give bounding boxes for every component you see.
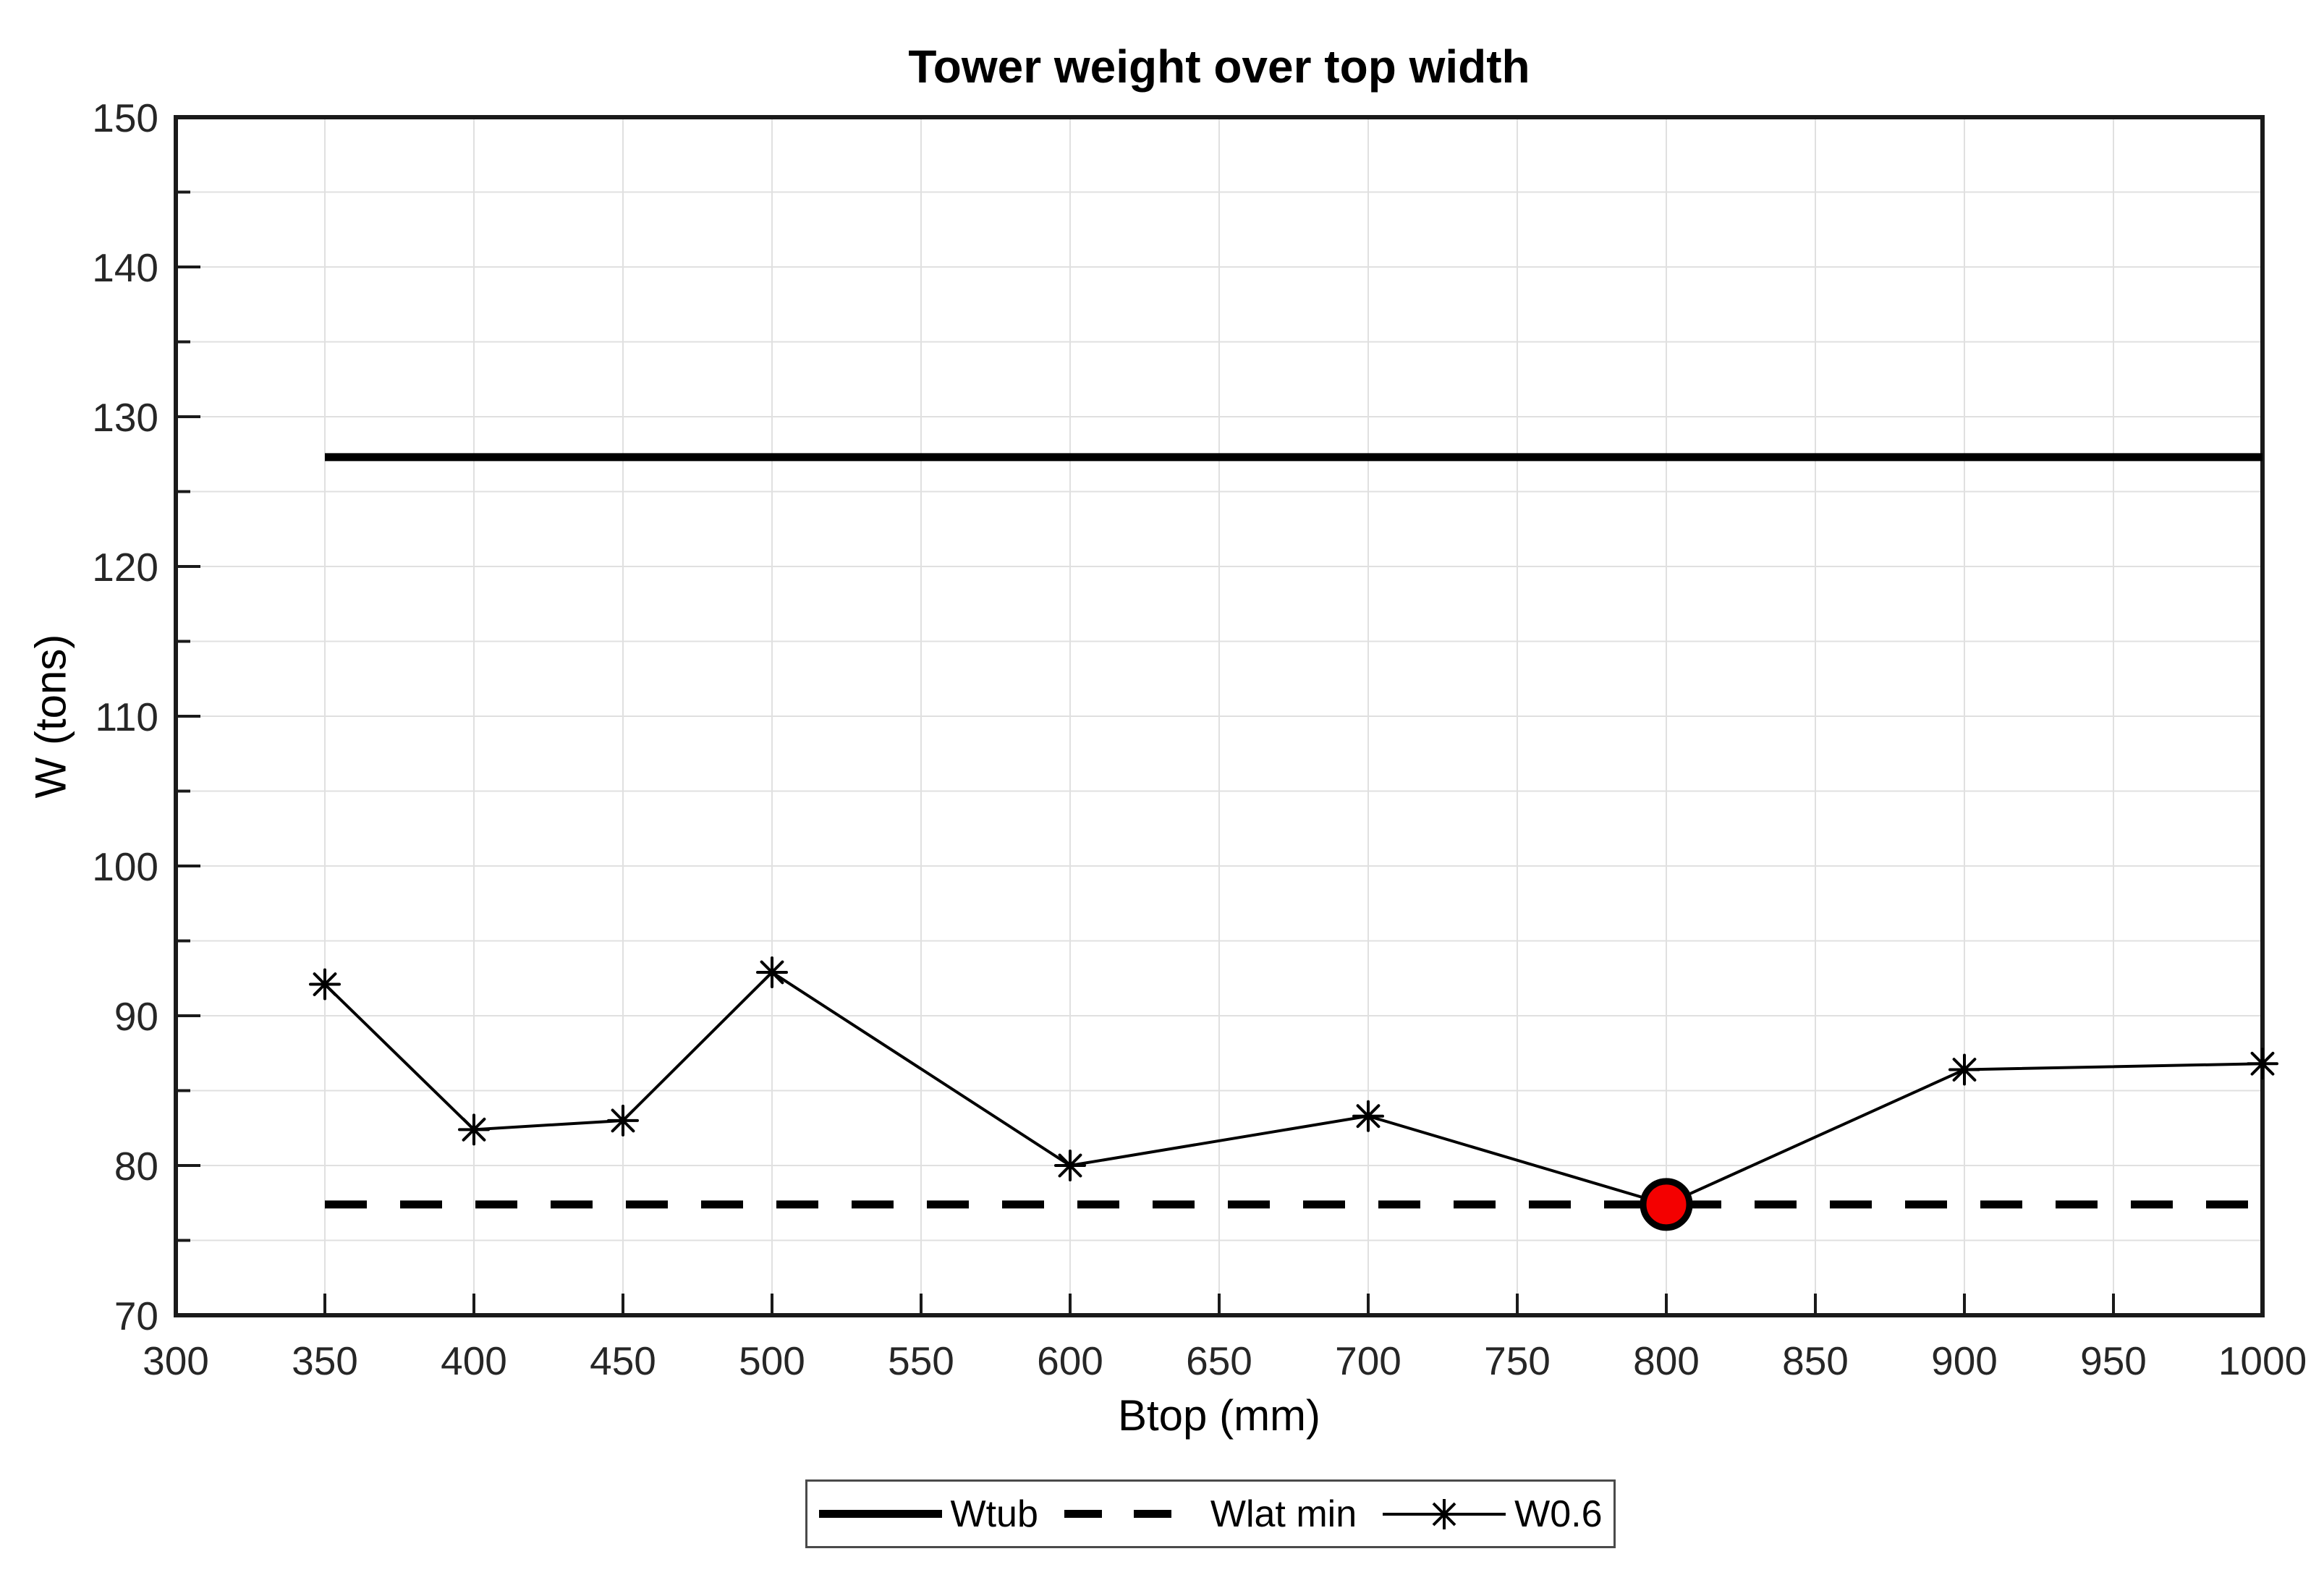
x-tick-label: 800: [1633, 1338, 1700, 1383]
x-tick-label: 550: [888, 1338, 954, 1383]
w06-asterisk-marker: [1356, 1104, 1381, 1129]
x-axis-label: Btop (mm): [1117, 1391, 1321, 1440]
x-tick-label: 650: [1186, 1338, 1252, 1383]
y-tick-label: 120: [92, 545, 158, 590]
w06-asterisk-marker: [313, 972, 337, 996]
x-tick-label: 450: [590, 1338, 656, 1383]
y-tick-label: 90: [114, 994, 158, 1039]
legend-label-w06: W0.6: [1514, 1493, 1603, 1535]
x-tick-label: 300: [143, 1338, 209, 1383]
w06-asterisk-marker: [2250, 1051, 2275, 1076]
legend-label-wtub: Wtub: [950, 1493, 1038, 1535]
highlight-point-marker: [1640, 1178, 1693, 1231]
w06-asterisk-marker: [760, 960, 784, 985]
w06-asterisk-marker: [611, 1108, 635, 1133]
w06-asterisk-marker: [462, 1117, 486, 1142]
y-axis-label: W (tons): [26, 634, 75, 799]
series-line-w06: [323, 970, 2263, 1206]
w06-asterisk-marker: [1058, 1153, 1082, 1178]
y-tick-label: 140: [92, 245, 158, 290]
x-tick-label: 700: [1335, 1338, 1401, 1383]
x-tick-label: 1000: [2218, 1338, 2307, 1383]
x-tick-label: 350: [292, 1338, 358, 1383]
w06-asterisk-marker: [1952, 1058, 1977, 1082]
x-tick-label: 500: [739, 1338, 805, 1383]
y-tick-label: 110: [95, 695, 158, 739]
legend-label-wlat-min: Wlat min: [1210, 1493, 1357, 1535]
legend-box: Wtub Wlat min W0.6: [805, 1479, 1616, 1548]
y-tick-label: 70: [114, 1294, 158, 1338]
legend-entry-w06: W0.6: [1383, 1491, 1603, 1537]
x-tick-label: 850: [1782, 1338, 1849, 1383]
legend-entry-wlat-min: Wlat min: [1064, 1493, 1357, 1536]
legend-solid-line-sample: [818, 1510, 942, 1518]
y-tick-label: 100: [92, 844, 158, 889]
x-tick-label: 400: [441, 1338, 507, 1383]
legend-entry-wtub: Wtub: [818, 1493, 1038, 1536]
y-tick-label: 130: [92, 395, 158, 440]
y-tick-label: 150: [92, 95, 158, 140]
legend-dashed-line-sample: [1064, 1510, 1202, 1518]
y-tick-label: 80: [114, 1144, 158, 1189]
x-tick-label: 750: [1484, 1338, 1551, 1383]
x-tick-label: 900: [1931, 1338, 1998, 1383]
x-tick-label: 950: [2080, 1338, 2147, 1383]
chart-title: Tower weight over top width: [908, 41, 1530, 93]
x-tick-label: 600: [1037, 1338, 1103, 1383]
legend-asterisk-line-sample: [1383, 1498, 1506, 1529]
